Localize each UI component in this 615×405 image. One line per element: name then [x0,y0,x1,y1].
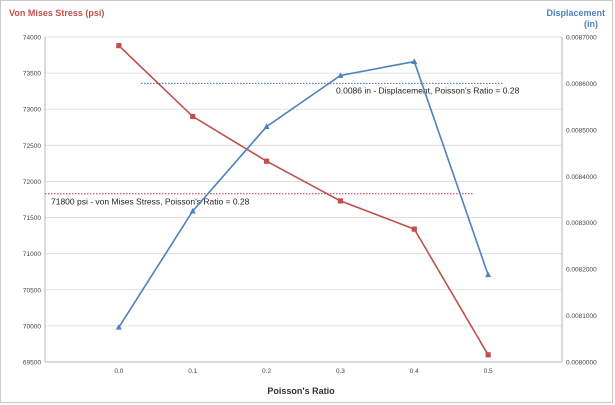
right-axis-title-line1: Displacement [546,8,605,18]
y-left-tick-label: 70000 [23,323,41,330]
data-point [411,58,418,65]
x-axis-title: Poisson's Ratio [267,386,335,396]
series-line [118,45,489,356]
y-left-tick-label: 69500 [23,360,41,367]
data-point [485,352,491,358]
y-right-tick-label: 0.0083000 [566,220,597,227]
y-right-tick-label: 0.0081000 [566,313,597,320]
left-axis-title: Von Mises Stress (psi) [9,8,104,18]
data-point [485,271,492,278]
y-right-tick-label: 0.0086000 [566,81,597,88]
y-left-tick-label: 74000 [23,35,41,42]
x-tick-label: 0.4 [410,368,419,375]
series-layer [115,43,492,358]
data-point [337,198,344,204]
series-line [118,60,489,328]
y-right-tick-label: 0.0082000 [566,267,597,274]
data-point [263,123,270,130]
data-point [411,226,417,232]
right-axis-title-line2: (in) [584,19,598,29]
y-left-tick-label: 73000 [23,107,41,114]
reference-label: 71800 psi - von Mises Stress, Poisson's … [51,197,250,207]
y-left-tick-label: 73500 [23,71,41,78]
data-point [116,43,122,49]
data-point [189,207,196,214]
y-left-tick-label: 70500 [23,287,41,294]
y-left-tick-label: 71500 [23,215,41,222]
y-left-tick-label: 71000 [23,251,41,258]
tick-layer: 69500 70000 70500 71000 71500 72000 72500 73000… [23,35,597,376]
y-right-tick-label: 0.0080000 [566,360,597,367]
y-left-tick-label: 72500 [23,143,41,150]
data-point [115,323,122,330]
x-tick-label: 0.5 [484,368,493,375]
reference-label: 0.0086 in - Displacement, Poisson's Rati… [336,85,520,95]
y-right-tick-label: 0.0085000 [566,127,597,134]
x-tick-label: 0.3 [336,368,345,375]
data-point [337,72,344,78]
data-point [190,113,196,120]
x-tick-label: 0.0 [114,368,123,375]
reference-layer: 0.0086 in - Displacement, Poisson's Rati… [45,82,520,207]
x-tick-label: 0.1 [188,368,197,375]
y-left-tick-label: 72000 [23,179,41,186]
y-right-tick-label: 0.0084000 [566,174,597,181]
y-right-tick-label: 0.0087000 [566,35,597,42]
data-point [263,158,270,164]
x-tick-label: 0.2 [262,368,271,375]
